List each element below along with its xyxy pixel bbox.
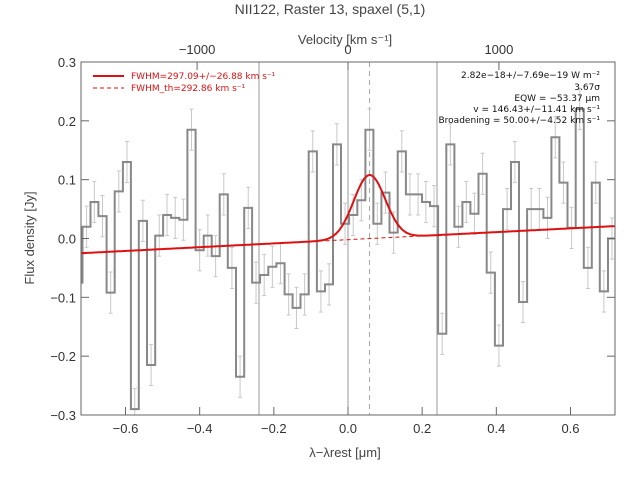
- x-tick-label: 0.4: [487, 421, 505, 436]
- fit-curves: [80, 173, 616, 255]
- y-tick-label: 0.0: [58, 232, 76, 247]
- y-tick-label: −0.2: [50, 349, 76, 364]
- x-tick-label: 0.2: [413, 421, 431, 436]
- data-step-histogram: [81, 108, 615, 411]
- annotation-velocity: v = 146.43+/−11.41 km s⁻¹: [473, 105, 600, 115]
- annotation-significance: 3.67σ: [574, 83, 600, 93]
- x2-axis-label: Velocity [km s⁻¹]: [298, 32, 392, 47]
- axis-ticks: −0.6 −0.4 −0.2 0.0 0.2 0.4 0.6 −0.3 −0.2 −0.1 0.0 0…: [50, 42, 615, 436]
- y-tick-label: 0.3: [58, 55, 76, 70]
- legend: FWHM=297.09+/−26.88 km s⁻¹ FWHM_th=292.8…: [93, 72, 276, 94]
- y-axis-label: Flux density [Jy]: [22, 191, 37, 284]
- x2-tick-label: 0: [344, 42, 351, 57]
- fit-gaussian-curve: [80, 173, 616, 255]
- x-tick-label: −0.6: [113, 421, 139, 436]
- data-step-line: [81, 108, 615, 411]
- x-tick-label: 0.6: [561, 421, 579, 436]
- annotation-flux: 2.82e−18+/−7.69e−19 W m⁻²: [461, 71, 600, 81]
- x2-tick-label: −1000: [179, 42, 216, 57]
- vertical-reference-lines: [258, 62, 438, 415]
- x-tick-label: −0.4: [187, 421, 213, 436]
- legend-label-fwhm-th: FWHM_th=292.86 km s⁻¹: [131, 84, 246, 94]
- error-bars: [84, 87, 615, 416]
- y-tick-label: 0.2: [58, 114, 76, 129]
- x-tick-label: −0.2: [261, 421, 287, 436]
- x-tick-label: 0.0: [339, 421, 357, 436]
- x-axis-label: λ−λrest [μm]: [309, 445, 380, 460]
- x2-tick-label: 1000: [484, 42, 513, 57]
- y-tick-label: −0.1: [50, 290, 76, 305]
- fit-annotations: 2.82e−18+/−7.69e−19 W m⁻² 3.67σ EQW = −5…: [439, 71, 601, 126]
- annotation-eqw: EQW = −53.37 μm: [514, 94, 600, 104]
- fit-continuum-dashed: [80, 225, 616, 254]
- annotation-broadening: Broadening = 50.00+/−4.52 km s⁻¹: [439, 116, 601, 126]
- y-tick-label: 0.1: [58, 173, 76, 188]
- y-tick-label: −0.3: [50, 408, 76, 423]
- chart-title: NII122, Raster 13, spaxel (5,1): [235, 1, 426, 17]
- legend-label-fwhm: FWHM=297.09+/−26.88 km s⁻¹: [131, 72, 276, 82]
